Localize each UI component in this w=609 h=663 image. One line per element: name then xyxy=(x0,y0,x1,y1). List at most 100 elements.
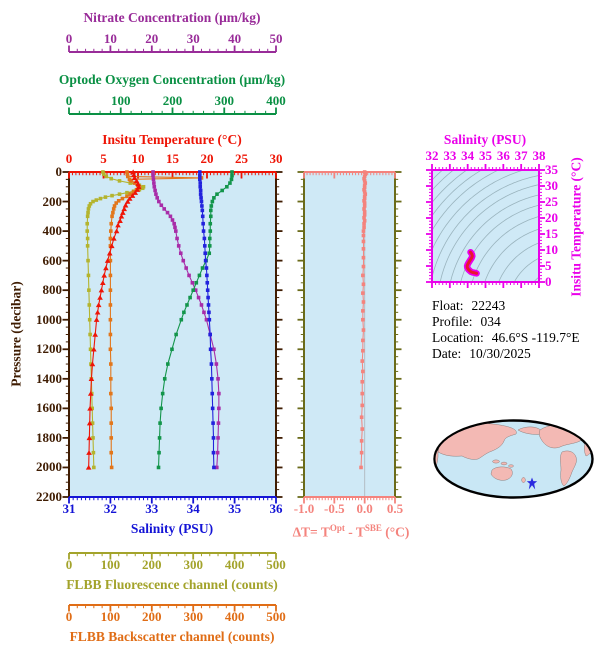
data-point-marker xyxy=(359,450,364,455)
data-point-marker xyxy=(361,338,365,343)
data-point-marker xyxy=(109,465,114,470)
data-point-marker xyxy=(362,194,367,199)
data-point-marker xyxy=(207,244,212,248)
data-point-marker xyxy=(207,310,211,315)
data-point-marker xyxy=(361,273,365,278)
data-point-marker xyxy=(103,195,108,199)
isopycnal-line xyxy=(498,242,539,282)
data-point-marker xyxy=(113,228,120,234)
data-point-marker xyxy=(198,184,203,189)
data-point-marker xyxy=(118,213,125,219)
data-point-marker xyxy=(188,295,192,300)
data-point-marker xyxy=(86,273,91,278)
data-point-marker xyxy=(151,173,155,178)
data-point-marker xyxy=(111,235,117,241)
oxygen-axis-title: Optode Oxygen Concentration (μm/kg) xyxy=(58,72,286,87)
data-point-marker xyxy=(162,207,167,211)
data-point-marker xyxy=(215,192,219,196)
data-point-marker xyxy=(132,181,137,185)
data-point-marker xyxy=(201,229,206,233)
data-point-marker xyxy=(93,317,100,322)
salinity-profile-curve xyxy=(198,170,216,470)
data-point-marker xyxy=(362,201,367,205)
data-point-marker xyxy=(199,303,204,307)
data-point-marker xyxy=(85,244,90,248)
data-point-marker xyxy=(87,390,94,396)
data-point-marker xyxy=(131,175,138,181)
data-point-marker xyxy=(194,280,199,285)
data-point-marker xyxy=(85,229,90,233)
data-point-marker xyxy=(157,199,161,204)
data-point-marker xyxy=(198,192,203,196)
data-point-marker xyxy=(172,221,176,226)
data-point-marker xyxy=(174,332,178,337)
data-point-marker xyxy=(229,177,234,182)
data-point-marker xyxy=(361,233,366,238)
data-point-marker xyxy=(98,287,105,293)
data-point-marker xyxy=(92,331,99,337)
data-point-marker xyxy=(152,181,156,185)
data-point-marker xyxy=(201,221,205,226)
data-point-marker xyxy=(100,280,106,285)
data-point-marker xyxy=(125,194,129,199)
data-point-marker xyxy=(97,294,103,300)
data-point-marker xyxy=(216,421,221,425)
ts-temperature-axis-title: Insitu Temperature (°C) xyxy=(568,157,584,297)
data-point-marker xyxy=(86,420,93,426)
data-point-marker xyxy=(179,317,184,322)
data-point-marker xyxy=(361,348,365,353)
data-point-marker xyxy=(109,391,113,396)
data-point-marker xyxy=(110,193,114,198)
data-point-marker xyxy=(140,186,145,191)
data-point-marker xyxy=(217,391,221,396)
data-point-marker xyxy=(202,310,206,315)
data-point-marker xyxy=(104,258,111,263)
data-point-marker xyxy=(170,347,174,352)
data-point-marker xyxy=(217,406,221,411)
data-point-marker xyxy=(108,317,113,322)
data-point-marker xyxy=(362,179,367,183)
data-point-marker xyxy=(207,251,212,256)
data-point-marker xyxy=(86,435,93,441)
data-point-marker xyxy=(87,303,92,307)
data-point-marker xyxy=(108,303,113,307)
data-point-marker xyxy=(125,174,130,179)
data-point-marker xyxy=(108,243,115,249)
data-point-marker xyxy=(85,214,90,219)
data-point-marker xyxy=(184,266,188,270)
data-point-marker xyxy=(124,198,131,204)
data-point-marker xyxy=(94,309,101,315)
data-point-marker xyxy=(362,187,366,192)
data-point-marker xyxy=(87,288,91,292)
data-point-marker xyxy=(101,272,107,278)
data-point-marker xyxy=(196,295,201,300)
ts-background xyxy=(432,170,539,282)
data-point-marker xyxy=(199,199,204,204)
data-point-marker xyxy=(162,377,167,381)
isopycnal-line xyxy=(533,277,539,282)
data-point-marker xyxy=(86,450,92,455)
data-point-marker xyxy=(207,317,212,322)
data-point-marker xyxy=(159,406,163,411)
data-point-marker xyxy=(203,251,208,256)
data-point-marker xyxy=(89,361,96,367)
backscatter-axis-title: FLBB Backscatter channel (counts) xyxy=(69,629,275,644)
data-point-marker xyxy=(108,288,113,292)
data-point-marker xyxy=(363,172,368,177)
data-point-marker xyxy=(85,221,90,226)
data-point-marker xyxy=(173,225,177,230)
data-point-marker xyxy=(175,236,179,241)
data-point-marker xyxy=(209,362,214,366)
data-point-marker xyxy=(92,465,96,470)
data-point-marker xyxy=(185,303,189,307)
data-point-marker xyxy=(114,201,118,205)
data-point-marker xyxy=(203,258,208,263)
isopycnal-line xyxy=(432,170,483,217)
data-point-marker xyxy=(206,303,211,307)
temperature-profile-curve xyxy=(85,169,142,470)
data-point-marker xyxy=(361,255,366,260)
data-point-marker xyxy=(230,170,234,174)
data-point-marker xyxy=(361,369,365,374)
delta-t-axis-title: ΔT= TOpt - TSBE (°C) xyxy=(292,523,410,540)
